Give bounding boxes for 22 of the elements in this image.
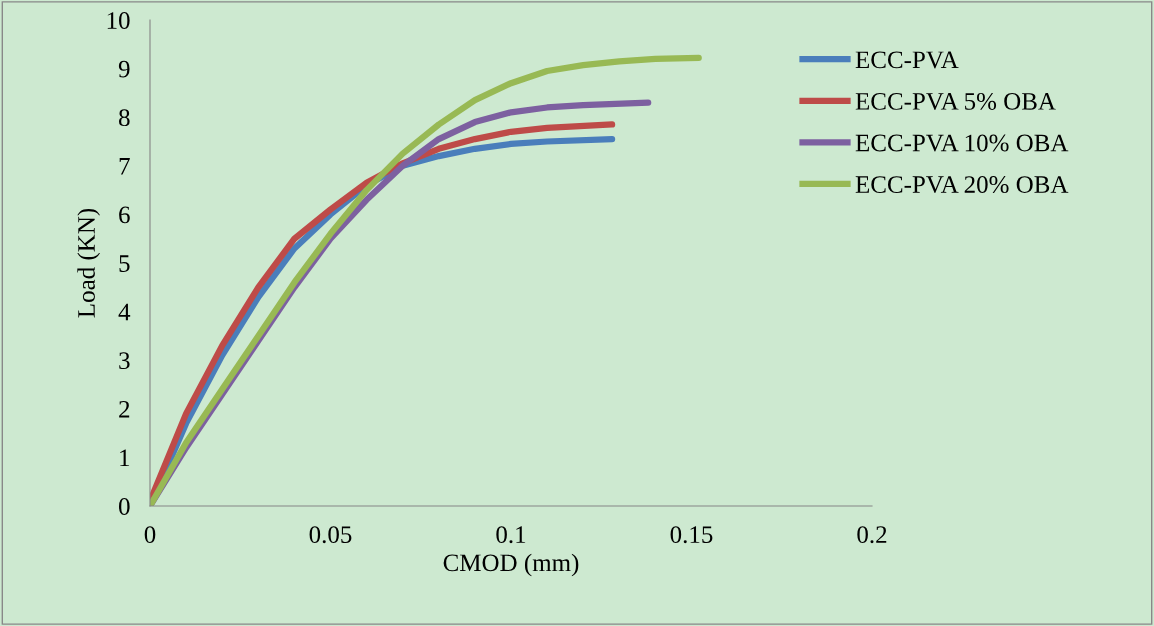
x-tick-label: 0.15 [670, 526, 713, 544]
y-tick-label: 8 [119, 109, 130, 127]
legend-label: ECC-PVA 10% OBA [855, 134, 1069, 152]
y-axis-title: Load (KN) [77, 208, 100, 318]
x-tick-label: 0.2 [857, 526, 887, 544]
y-tick-label: 9 [118, 60, 130, 78]
x-tick-label: 0.1 [496, 526, 526, 544]
y-tick-label: 10 [107, 12, 130, 29]
x-tick-label: 0 [144, 526, 156, 544]
y-tick-label: 3 [119, 352, 130, 370]
y-tick-label: 4 [118, 303, 131, 321]
x-tick-label: 0.05 [309, 526, 352, 544]
y-tick-label: 5 [119, 255, 130, 272]
y-tick-label: 2 [119, 400, 130, 418]
legend-label: ECC-PVA 20% OBA [855, 176, 1069, 194]
y-tick-label: 0 [119, 498, 130, 515]
y-tick-label: 1 [120, 449, 130, 467]
legend-label: ECC-PVA 5% OBA [855, 92, 1056, 110]
x-axis-title: CMOD (mm) [443, 553, 579, 577]
y-tick-label: 7 [119, 158, 130, 175]
legend-label: ECC-PVA [855, 51, 959, 69]
y-tick-label: 6 [119, 206, 130, 224]
